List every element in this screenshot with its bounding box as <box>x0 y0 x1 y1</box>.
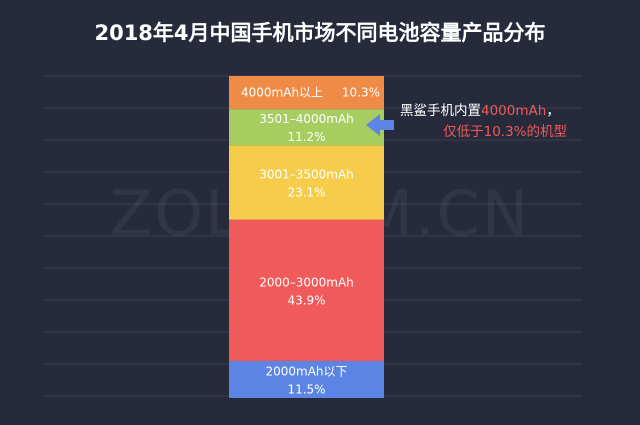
annotation-suffix: ， <box>546 103 560 119</box>
arrow-icon <box>366 114 394 136</box>
segment-label: 3501–4000mAh <box>259 112 354 126</box>
bar-segment: 4000mAh以上 10.3% <box>229 76 384 110</box>
chart-title: 2018年4月中国手机市场不同电池容量产品分布 <box>94 21 545 45</box>
bar-segment-rect <box>229 109 384 146</box>
segment-label: 2000mAh以下 <box>265 364 347 378</box>
annotation-line2: 仅低于10.3%的机型 <box>443 124 567 140</box>
stacked-bar: 2000mAh以下 11.5% 2000–3000mAh 43.9% 3001–3500… <box>229 76 384 398</box>
bar-segment-rect <box>229 145 384 220</box>
segment-value: 11.2% <box>287 130 325 144</box>
segment-label: 3001–3500mAh <box>259 167 354 181</box>
segment-value: 10.3% <box>342 86 380 100</box>
annotation-highlight: 4000mAh <box>481 103 546 119</box>
bar-segment: 2000–3000mAh 43.9% <box>229 219 384 361</box>
segment-value: 23.1% <box>287 185 325 199</box>
bar-segment-rect <box>229 219 384 361</box>
bar-segment-rect <box>229 360 384 398</box>
bar-segment-rect <box>229 76 384 110</box>
segment-value: 43.9% <box>287 293 325 307</box>
annotation-prefix: 黑鲨手机内置 <box>400 103 481 119</box>
segment-label: 2000–3000mAh <box>259 275 354 289</box>
annotation: 黑鲨手机内置4000mAh， 仅低于10.3%的机型 <box>366 103 567 140</box>
segment-value: 11.5% <box>287 382 325 396</box>
annotation-line1: 黑鲨手机内置4000mAh， <box>400 103 560 119</box>
bar-segment: 3501–4000mAh 11.2% <box>229 109 384 146</box>
segment-label: 4000mAh以上 <box>241 86 323 100</box>
bar-segment: 2000mAh以下 11.5% <box>229 360 384 398</box>
bar-segment: 3001–3500mAh 23.1% <box>229 145 384 220</box>
